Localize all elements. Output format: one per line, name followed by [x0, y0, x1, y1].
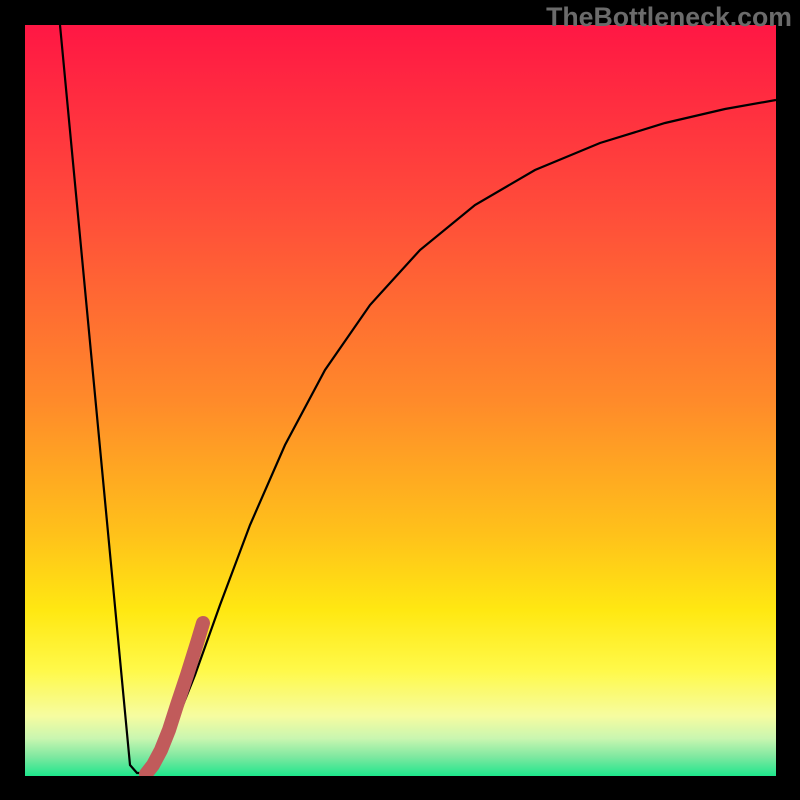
- bottleneck-curve: [60, 25, 776, 773]
- curve-layer: [25, 25, 776, 776]
- watermark-text: TheBottleneck.com: [546, 2, 792, 33]
- chart-container: TheBottleneck.com: [0, 0, 800, 800]
- highlight-curve: [146, 623, 203, 774]
- plot-area: [25, 25, 776, 776]
